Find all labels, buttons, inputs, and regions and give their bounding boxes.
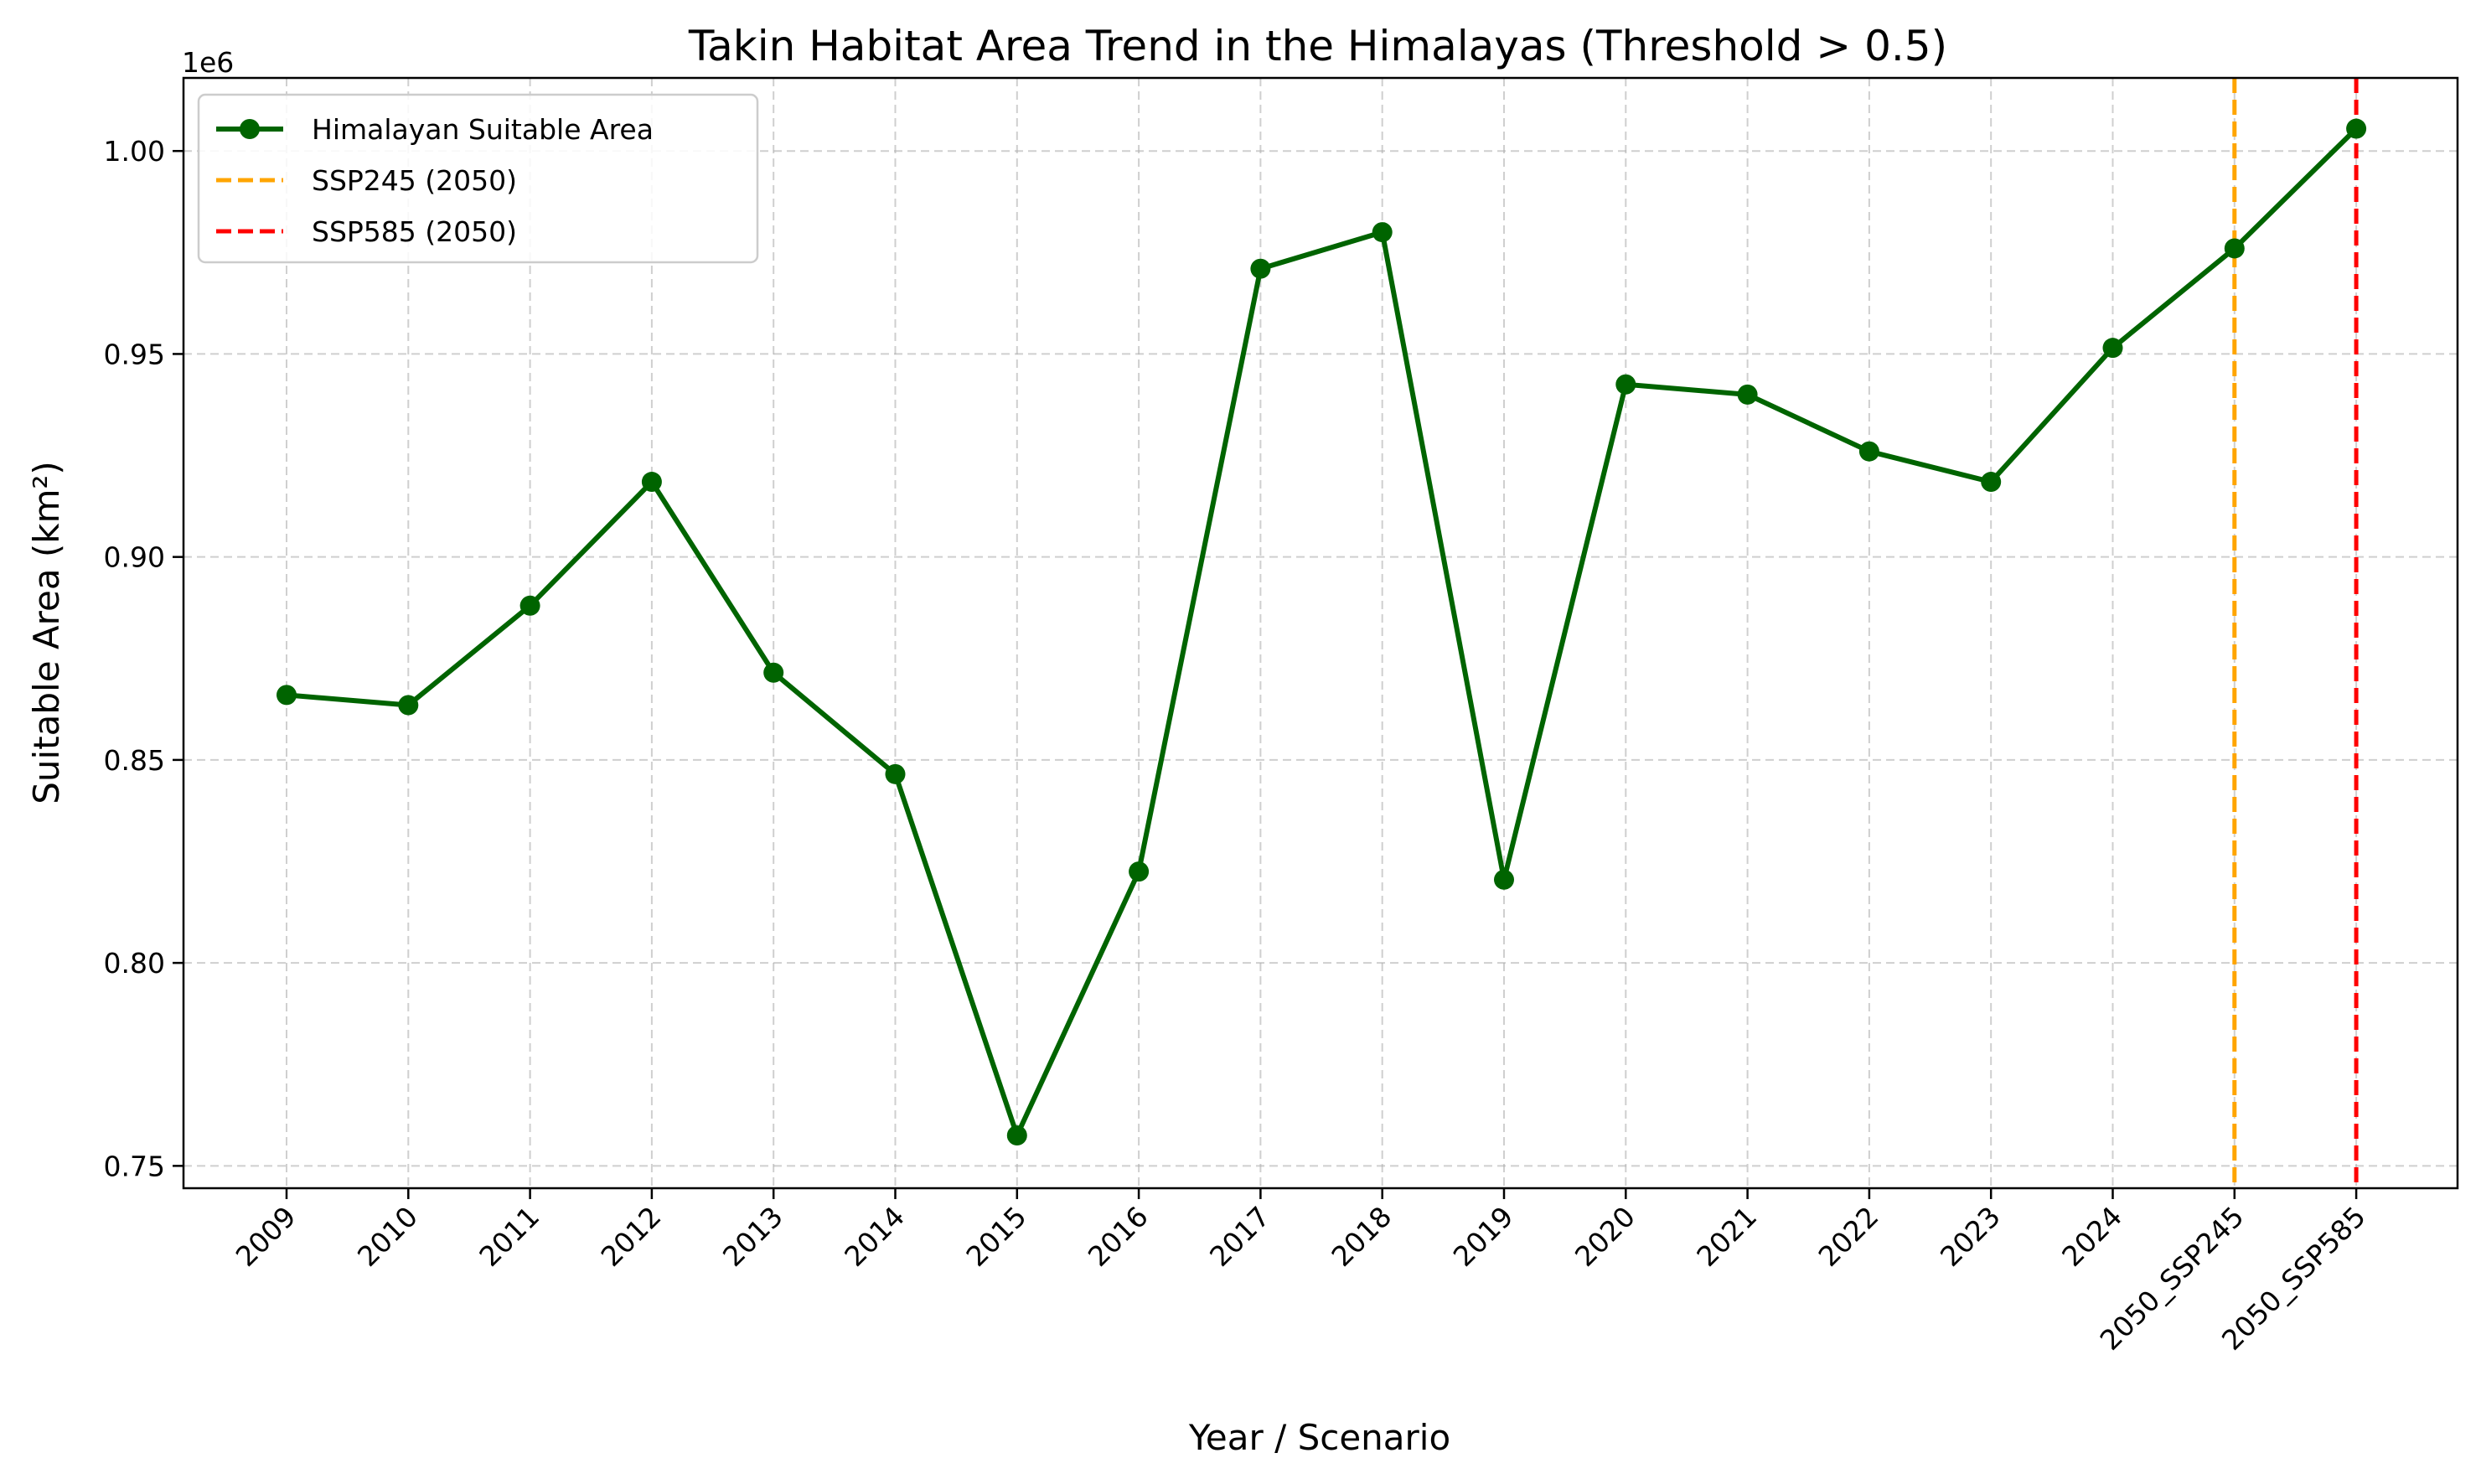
y-axis-ticks: 0.75 0.80 0.85 0.90 0.95 1.00 bbox=[104, 135, 183, 1182]
data-point bbox=[1372, 222, 1393, 243]
y-axis-label: Suitable Area (km²) bbox=[26, 461, 67, 804]
data-point bbox=[1129, 861, 1150, 882]
x-axis-label: Year / Scenario bbox=[1188, 1417, 1450, 1458]
data-point bbox=[1615, 374, 1636, 395]
legend-label: SSP245 (2050) bbox=[312, 164, 517, 197]
data-point bbox=[1250, 258, 1271, 279]
y-offset-label: 1e6 bbox=[182, 46, 234, 79]
data-point bbox=[763, 662, 784, 683]
data-point bbox=[277, 685, 297, 706]
data-series bbox=[277, 118, 2367, 1146]
legend-marker bbox=[240, 119, 260, 139]
data-point bbox=[1737, 384, 1758, 405]
series-line bbox=[286, 127, 2359, 1139]
data-point bbox=[2346, 118, 2367, 139]
data-point bbox=[1858, 441, 1879, 462]
chart-title: Takin Habitat Area Trend in the Himalaya… bbox=[688, 22, 1947, 70]
legend-label: Himalayan Suitable Area bbox=[312, 113, 654, 146]
y-tick-label: 0.85 bbox=[104, 744, 165, 777]
y-tick-label: 0.95 bbox=[104, 338, 165, 370]
y-tick-label: 0.75 bbox=[104, 1150, 165, 1182]
plot-frame bbox=[182, 76, 2459, 1190]
legend-label: SSP585 (2050) bbox=[312, 215, 517, 248]
data-point bbox=[1981, 472, 2002, 493]
reference-lines bbox=[2232, 78, 2359, 1188]
legend-box bbox=[197, 93, 759, 264]
data-point bbox=[641, 472, 662, 493]
y-tick-label: 0.80 bbox=[104, 947, 165, 980]
data-point bbox=[1006, 1125, 1027, 1146]
data-point bbox=[398, 695, 419, 716]
legend: Himalayan Suitable Area SSP245 (2050) SSP5… bbox=[197, 93, 759, 264]
data-point bbox=[2102, 338, 2123, 359]
data-point bbox=[1494, 869, 1514, 890]
data-point bbox=[2224, 238, 2245, 259]
y-tick-label: 0.90 bbox=[104, 541, 165, 574]
data-point bbox=[519, 595, 540, 616]
data-point bbox=[885, 763, 906, 784]
y-tick-label: 1.00 bbox=[104, 135, 165, 168]
